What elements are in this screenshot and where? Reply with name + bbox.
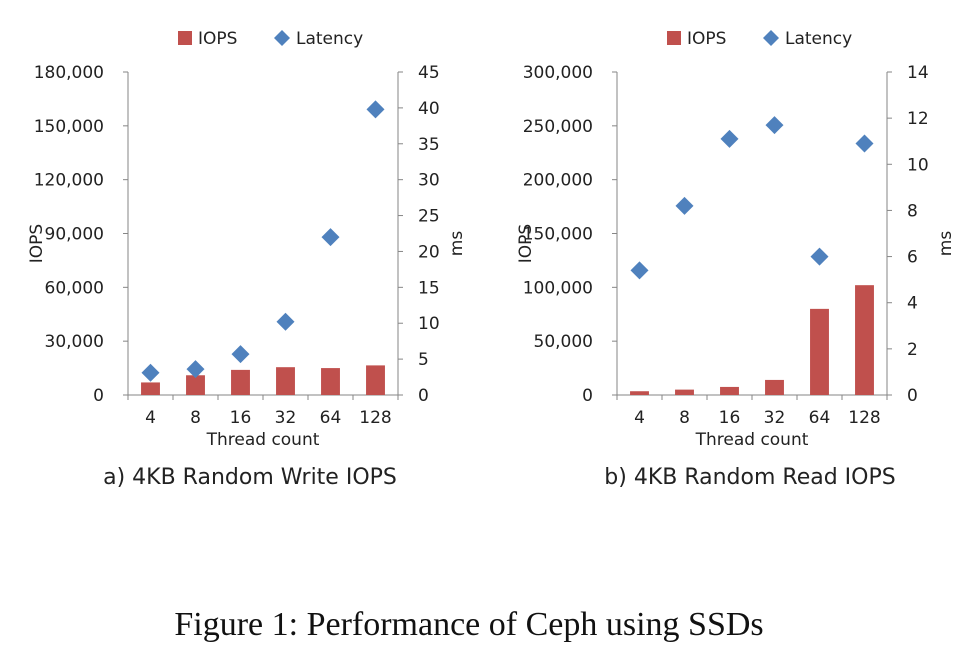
x-tick-label: 4	[145, 408, 156, 428]
x-tick-label: 16	[719, 408, 741, 428]
legend-latency-label: Latency	[785, 29, 852, 49]
y2-tick-label: 0	[907, 386, 918, 406]
legend-iops-swatch	[178, 31, 192, 45]
y-tick-label: 50,000	[534, 332, 593, 352]
x-tick-label: 128	[359, 408, 391, 428]
latency-point	[630, 261, 649, 280]
y2-tick-label: 20	[418, 242, 440, 262]
x-tick-label: 64	[809, 408, 831, 428]
x-tick-label: 4	[634, 408, 645, 428]
y-tick-label: 0	[93, 386, 104, 406]
y2-tick-label: 4	[907, 294, 918, 314]
iops-bar	[231, 369, 250, 395]
y2-tick-label: 35	[418, 135, 440, 155]
iops-bar	[630, 391, 649, 395]
y2-tick-label: 12	[907, 109, 929, 129]
y2-tick-label: 10	[418, 314, 440, 334]
y-axis-title: IOPS	[516, 224, 536, 263]
figure-caption: Figure 1: Performance of Ceph using SSDs	[174, 606, 763, 643]
y2-tick-label: 5	[418, 350, 429, 370]
y-tick-label: 250,000	[523, 117, 593, 137]
x-tick-label: 16	[230, 408, 252, 428]
y-tick-label: 100,000	[523, 278, 593, 298]
legend-iops-label: IOPS	[687, 29, 726, 49]
y-tick-label: 150,000	[523, 225, 593, 245]
x-tick-label: 128	[848, 408, 880, 428]
y-tick-label: 300,000	[523, 63, 593, 83]
x-tick-label: 32	[275, 408, 297, 428]
legend-latency-marker	[763, 30, 779, 46]
latency-point	[141, 363, 160, 382]
latency-point	[855, 134, 874, 153]
legend-iops-label: IOPS	[198, 29, 237, 49]
x-tick-label: 64	[320, 408, 342, 428]
y2-tick-label: 10	[907, 155, 929, 175]
latency-point	[720, 129, 739, 148]
y2-tick-label: 15	[418, 278, 440, 298]
y2-tick-label: 14	[907, 63, 929, 83]
y2-tick-label: 30	[418, 171, 440, 191]
legend-latency-label: Latency	[296, 29, 363, 49]
y-tick-label: 60,000	[45, 278, 104, 298]
latency-point	[321, 228, 340, 247]
iops-bar	[141, 382, 160, 395]
y2-tick-label: 45	[418, 63, 440, 83]
iops-bar	[720, 386, 739, 395]
latency-point	[675, 196, 694, 215]
y2-tick-label: 6	[907, 248, 918, 268]
y-tick-label: 200,000	[523, 171, 593, 191]
iops-bar	[855, 285, 874, 395]
chart-subcaption: b) 4KB Random Read IOPS	[604, 465, 895, 490]
y-tick-label: 120,000	[34, 171, 104, 191]
y-tick-label: 30,000	[45, 332, 104, 352]
chart-write-iops: 0 30,000 60,000 90,000 120,000 150,000 180,000…	[27, 29, 467, 490]
y2-tick-label: 2	[907, 340, 918, 360]
x-tick-label: 8	[190, 408, 201, 428]
x-tick-label: 32	[764, 408, 786, 428]
chart-subcaption: a) 4KB Random Write IOPS	[103, 465, 397, 490]
chart-read-iops: 0 50,000 100,000 150,000 200,000 250,000 300,0…	[516, 29, 956, 490]
x-tick-label: 8	[679, 408, 690, 428]
legend-latency-marker	[274, 30, 290, 46]
latency-point	[186, 360, 205, 379]
y2-tick-label: 8	[907, 201, 918, 221]
iops-bar	[366, 365, 385, 395]
latency-point	[765, 116, 784, 135]
iops-bar	[675, 389, 694, 395]
iops-bar	[321, 368, 340, 395]
y-tick-label: 150,000	[34, 117, 104, 137]
latency-point	[276, 312, 295, 331]
latency-point	[810, 247, 829, 266]
iops-bar	[810, 308, 829, 395]
iops-bar	[186, 375, 205, 395]
y-axis-title: IOPS	[27, 224, 47, 263]
y2-axis-title: ms	[447, 231, 467, 257]
y2-axis-title: ms	[936, 231, 956, 257]
y2-tick-label: 0	[418, 386, 429, 406]
latency-point	[231, 345, 250, 364]
latency-point	[366, 100, 385, 119]
y-tick-label: 180,000	[34, 63, 104, 83]
legend-iops-swatch	[667, 31, 681, 45]
y-tick-label: 0	[582, 386, 593, 406]
y-tick-label: 90,000	[45, 225, 104, 245]
iops-bar	[276, 367, 295, 395]
x-axis-title: Thread count	[695, 430, 809, 450]
x-axis-title: Thread count	[206, 430, 320, 450]
iops-bar	[765, 379, 784, 395]
y2-tick-label: 25	[418, 207, 440, 227]
y2-tick-label: 40	[418, 99, 440, 119]
